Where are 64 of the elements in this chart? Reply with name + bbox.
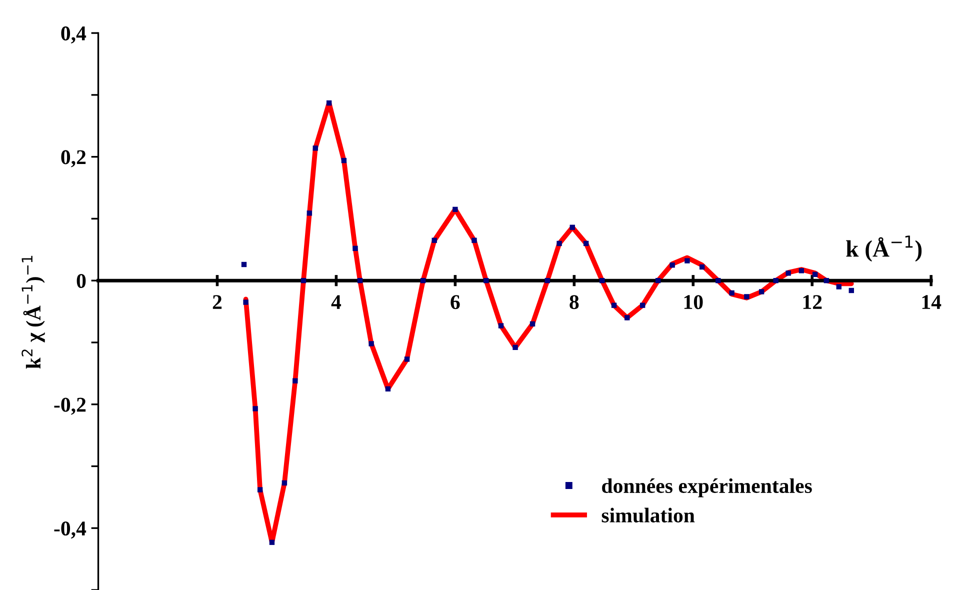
point xyxy=(385,386,391,392)
point xyxy=(300,278,306,284)
point xyxy=(530,321,536,326)
point xyxy=(432,238,437,243)
y-tick-label: -0,4 xyxy=(54,521,86,539)
point xyxy=(773,278,778,284)
point xyxy=(257,487,263,492)
point xyxy=(716,278,721,284)
point xyxy=(282,480,288,486)
point xyxy=(729,290,734,296)
point xyxy=(670,262,675,268)
x-tick-label: 8 xyxy=(570,295,579,310)
point xyxy=(404,356,410,362)
point xyxy=(306,210,312,216)
point xyxy=(600,278,605,284)
y-tick-label: 0 xyxy=(76,274,86,288)
x-axis-title: k (Å$^{−1}$) xyxy=(846,236,922,262)
x-tick-label: 12 xyxy=(803,295,822,309)
point xyxy=(640,302,646,308)
point xyxy=(326,100,332,106)
point xyxy=(484,278,489,284)
point xyxy=(357,278,363,284)
point xyxy=(544,278,550,284)
point xyxy=(812,272,818,277)
point xyxy=(836,284,842,290)
point xyxy=(472,238,477,243)
point xyxy=(848,288,854,294)
point xyxy=(243,300,248,305)
point xyxy=(583,240,589,246)
x-tick-label: 2 xyxy=(212,295,222,309)
point xyxy=(655,278,661,284)
point xyxy=(624,315,630,320)
y-tick-label: 0,4 xyxy=(61,26,86,44)
point xyxy=(570,224,575,230)
point xyxy=(292,378,298,384)
x-tick-label: 6 xyxy=(450,295,460,310)
legend-label: données expérimentales xyxy=(602,478,812,498)
point xyxy=(744,294,750,300)
point xyxy=(786,270,791,276)
legend-label: simulation xyxy=(602,508,695,523)
point xyxy=(758,289,764,294)
point xyxy=(798,268,804,274)
y-axis-title: k$^{2}$ χ (Å$^{−1}$)$^{−1}$ xyxy=(22,256,45,369)
x-tick-label: 4 xyxy=(331,295,342,309)
point xyxy=(341,158,347,164)
x-tick-label: 14 xyxy=(922,295,942,309)
point xyxy=(368,341,374,346)
point xyxy=(512,344,518,350)
point xyxy=(420,278,426,284)
point xyxy=(684,258,690,264)
point xyxy=(312,146,318,151)
point xyxy=(699,264,705,270)
point xyxy=(252,406,258,412)
point xyxy=(611,302,617,308)
point xyxy=(452,206,458,212)
point xyxy=(824,278,830,284)
point xyxy=(352,246,358,251)
point xyxy=(241,262,247,268)
point xyxy=(498,323,504,328)
y-tick-label: -0,2 xyxy=(54,398,86,415)
y-tick-label: 0,2 xyxy=(61,150,86,168)
x-tick-label: 10 xyxy=(684,295,703,310)
point xyxy=(556,240,562,246)
point xyxy=(269,540,275,545)
